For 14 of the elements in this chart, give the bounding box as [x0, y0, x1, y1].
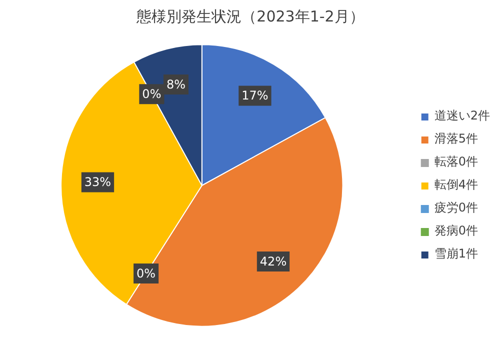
- legend-label: 滑落5件: [434, 130, 478, 148]
- legend-label: 疲労0件: [434, 200, 478, 216]
- legend-label: 発病0件: [434, 222, 478, 240]
- legend-label: 転倒4件: [434, 176, 478, 194]
- text: 0%: [142, 87, 162, 102]
- chart-title: 態様別発生状況（2023年1-2月）: [136, 8, 364, 26]
- data-label: 42%: [260, 254, 287, 269]
- legend-label: 雪崩1件: [434, 246, 478, 262]
- legend-label: 転落0件: [434, 154, 478, 170]
- legend-label: 道迷い2件: [434, 108, 490, 124]
- text: 0%: [136, 266, 156, 281]
- data-label: 17%: [242, 88, 268, 103]
- data-label: 8%: [166, 78, 186, 92]
- data-label: 33%: [84, 175, 112, 190]
